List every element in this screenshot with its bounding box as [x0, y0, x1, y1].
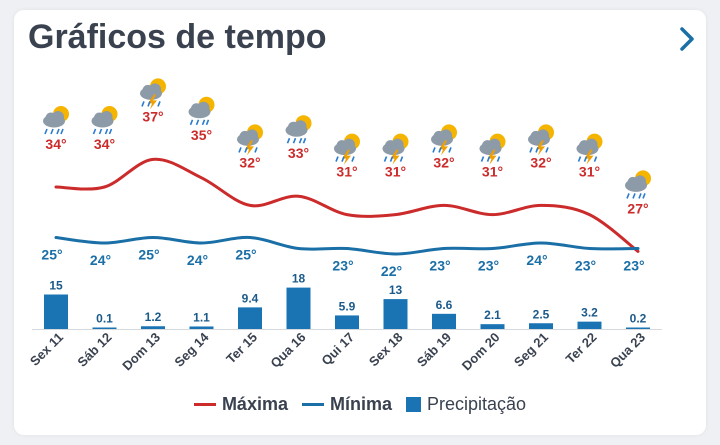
min-temp-label: 25°	[138, 247, 159, 263]
precip-bar	[238, 307, 262, 329]
precip-bar	[92, 327, 117, 329]
precip-bar	[577, 321, 602, 329]
weather-chart-card	[14, 10, 706, 435]
min-temp-label: 23°	[575, 258, 596, 274]
precip-label: 3.2	[581, 306, 598, 320]
max-temp-label: 32°	[239, 154, 260, 170]
max-temp-label: 31°	[385, 164, 406, 180]
precip-bar	[529, 323, 553, 329]
max-temp-label: 34°	[94, 136, 115, 152]
sun-cloud-storm-icon	[431, 124, 457, 156]
x-tick-label: Sáb 12	[74, 330, 114, 370]
precip-label: 15	[49, 279, 63, 293]
x-tick-label: Dom 13	[119, 330, 163, 374]
min-temp-label: 22°	[381, 263, 402, 279]
legend-item-max: Máxima	[193, 394, 288, 415]
min-temp-label: 25°	[41, 247, 62, 263]
legend-max-label: Máxima	[221, 394, 288, 414]
precip-label: 6.6	[436, 298, 453, 312]
x-tick-label: Ter 15	[223, 330, 260, 367]
legend-max-swatch	[193, 403, 216, 406]
legend-precip-swatch	[406, 397, 421, 412]
max-temp-label: 27°	[627, 200, 648, 216]
legend-item-min: Mínima	[301, 394, 392, 415]
max-temp-label: 31°	[482, 164, 503, 180]
x-tick-label: Sex 11	[27, 330, 66, 369]
legend-min-label: Mínima	[329, 394, 392, 414]
precip-label: 0.1	[96, 312, 113, 326]
max-temp-label: 34°	[45, 136, 66, 152]
x-tick-label: Ter 22	[563, 330, 600, 367]
precip-bar	[335, 315, 359, 329]
sun-cloud-storm-icon	[334, 133, 360, 165]
precip-label: 2.1	[484, 308, 501, 322]
x-tick-label: Qua 16	[267, 330, 308, 371]
min-temp-label: 24°	[90, 252, 111, 268]
precip-label: 2.5	[533, 307, 550, 321]
precip-bar	[626, 327, 650, 329]
x-tick-label: Qui 17	[318, 330, 357, 369]
max-temp-label: 33°	[288, 145, 309, 161]
max-temp-label: 31°	[336, 164, 357, 180]
precip-bar	[432, 313, 456, 329]
sun-cloud-storm-icon	[237, 124, 263, 156]
min-temp-label: 24°	[526, 252, 547, 268]
sun-cloud-rain-icon	[625, 170, 651, 199]
precip-bar	[44, 294, 68, 329]
chart-legend: Máxima Mínima Precipitação	[0, 394, 720, 415]
chevron-right-icon[interactable]	[676, 24, 698, 54]
x-tick-label: Seg 21	[511, 330, 551, 370]
precip-label: 5.9	[339, 299, 356, 313]
max-temp-label: 35°	[191, 127, 212, 143]
max-temp-label: 32°	[433, 154, 454, 170]
x-tick-label: Dom 20	[459, 330, 503, 374]
precip-label: 0.2	[630, 312, 647, 326]
precip-label: 1.1	[193, 310, 210, 324]
x-tick-label: Seg 14	[171, 329, 212, 370]
sun-cloud-storm-icon	[528, 124, 554, 156]
sun-cloud-storm-icon	[479, 133, 506, 165]
min-temp-label: 23°	[332, 258, 353, 274]
legend-item-precip: Precipitação	[406, 394, 526, 415]
max-temp-label: 32°	[530, 154, 551, 170]
precip-label: 9.4	[242, 291, 259, 305]
min-temp-label: 25°	[235, 247, 256, 263]
max-temp-label: 31°	[579, 164, 600, 180]
min-temp-label: 24°	[187, 252, 208, 268]
sun-cloud-rain-icon	[188, 96, 215, 126]
sun-cloud-rain-icon	[43, 106, 69, 135]
min-temp-label: 23°	[429, 258, 450, 274]
sun-cloud-rain-icon	[285, 115, 312, 144]
precip-bar	[383, 299, 408, 329]
page-title: Gráficos de tempo	[28, 18, 327, 56]
x-tick-label: Sex 18	[366, 330, 406, 370]
min-temp-line	[54, 235, 640, 256]
precip-bar	[480, 324, 505, 329]
legend-precip-label: Precipitação	[427, 394, 527, 414]
precip-label: 18	[292, 272, 306, 286]
precip-bar	[141, 326, 165, 329]
max-temp-label: 37°	[142, 108, 163, 124]
min-temp-label: 23°	[623, 258, 644, 274]
precip-label: 13	[389, 283, 403, 297]
x-tick-label: Sáb 19	[414, 330, 454, 370]
sun-cloud-storm-icon	[576, 133, 603, 165]
x-tick-label: Qua 23	[607, 330, 648, 371]
precip-bar	[189, 326, 214, 329]
precip-label: 1.2	[145, 310, 162, 324]
precip-bar	[286, 287, 311, 329]
min-temp-label: 23°	[478, 258, 499, 274]
legend-min-swatch	[301, 403, 324, 406]
sun-cloud-storm-icon	[140, 78, 166, 110]
sun-cloud-storm-icon	[382, 133, 409, 165]
max-temp-line	[54, 157, 640, 253]
sun-cloud-rain-icon	[91, 106, 118, 135]
